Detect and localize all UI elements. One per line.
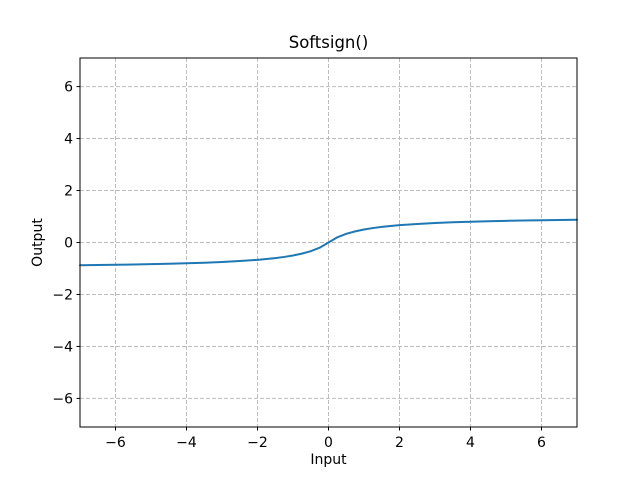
- x-tick-label: −4: [176, 435, 197, 451]
- tick-labels: −6 −4 −2 0 2 4 6 −6 −4 −2 0 2 4 6: [52, 80, 546, 451]
- y-tick-label: 4: [64, 132, 73, 148]
- softsign-curve: [79, 218, 578, 267]
- x-tick-label: 4: [466, 435, 475, 451]
- axis-ticks: [76, 86, 542, 431]
- x-axis-label: Input: [310, 452, 347, 468]
- chart-title: Softsign(): [289, 33, 369, 52]
- x-tick-label: 2: [395, 435, 404, 451]
- x-tick-label: −6: [105, 435, 126, 451]
- y-tick-label: 2: [64, 184, 73, 200]
- y-tick-label: −6: [52, 391, 73, 407]
- y-tick-label: 6: [64, 80, 73, 96]
- gridlines: [80, 58, 577, 427]
- y-tick-label: −4: [52, 339, 73, 355]
- y-axis-label: Output: [30, 218, 46, 267]
- y-tick-label: 0: [64, 236, 73, 252]
- x-tick-label: 6: [537, 435, 546, 451]
- softsign-curve-group: [79, 218, 578, 267]
- x-tick-label: 0: [324, 435, 333, 451]
- x-tick-label: −2: [247, 435, 268, 451]
- y-tick-label: −2: [52, 287, 73, 303]
